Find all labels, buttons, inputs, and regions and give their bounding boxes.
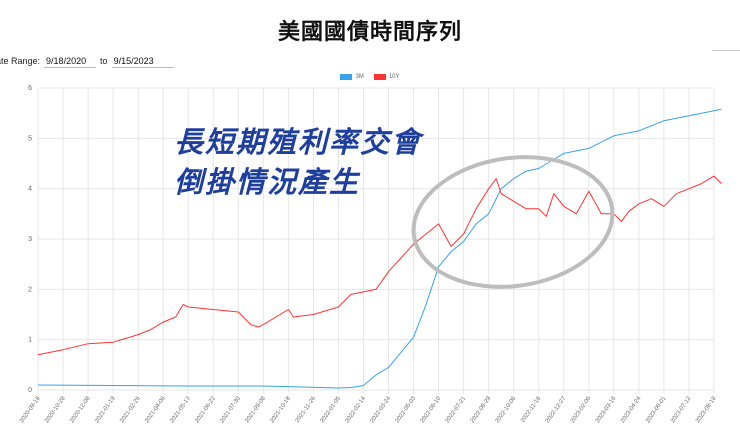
x-tick-label: 2023-02-06 [570,395,593,424]
x-tick-label: 2022-01-05 [320,395,343,424]
from-date-input[interactable] [44,54,97,68]
x-tick-label: 2022-06-10 [420,395,443,424]
y-tick-label: 4 [28,186,32,193]
chart-legend: 3M 10Y [0,74,740,80]
x-tick-label: 2020-10-28 [44,395,67,424]
header-divider [712,50,740,51]
legend-swatch-10y [373,74,386,80]
y-tick-label: 6 [28,85,32,92]
x-tick-label: 2023-07-12 [670,395,693,424]
x-tick-label: 2021-01-19 [94,395,117,424]
y-tick-label: 3 [28,236,32,243]
x-tick-label: 2021-05-13 [169,395,192,424]
x-tick-label: 2023-06-01 [645,395,668,424]
x-tick-label: 2021-10-18 [269,395,292,424]
x-tick-label: 2021-11-26 [295,395,318,424]
x-tick-label: 2020-12-08 [69,395,92,424]
x-tick-label: 2021-09-08 [244,395,267,424]
x-tick-label: 2021-06-22 [194,395,217,424]
y-tick-label: 2 [28,286,32,293]
x-tick-label: 2022-05-03 [395,395,418,424]
series-line-10y [37,175,722,356]
legend-label-3m: 3M [355,74,364,80]
x-tick-label: 2022-10-06 [495,395,518,424]
page-title: 美國國債時間序列 [277,20,462,45]
y-tick-label: 5 [28,135,32,142]
grid-lines [37,87,715,394]
x-tick-labels: 2020-09-18 2020-10-28 2020-12-08 2021-01-19… [19,395,718,424]
highlight-circle [411,155,615,289]
x-tick-label: 2023-08-18 [695,395,718,424]
x-tick-label: 2023-03-16 [595,395,618,424]
to-label: to [100,56,108,66]
x-tick-label: 2022-03-24 [370,395,393,424]
to-date-input[interactable] [111,54,174,68]
legend-item-10y[interactable]: 10Y [373,74,400,80]
date-range-label: ate Range: [0,56,41,66]
x-tick-label: 2021-02-26 [119,395,142,424]
y-tick-label: 1 [28,337,32,344]
x-tick-label: 2020-09-18 [19,395,42,424]
series-line-3m [37,108,722,389]
series-lines [37,108,722,389]
x-tick-label: 2022-12-27 [545,395,568,424]
annotation-line-2: 倒掛情況產生 [174,165,361,199]
x-tick-label: 2023-04-24 [620,395,643,424]
y-tick-label: 0 [28,387,32,394]
annotation-text: 長短期殖利率交會 倒掛情況產生 [174,122,422,202]
x-tick-label: 2021-04-06 [144,395,167,424]
x-tick-label: 2022-07-21 [445,395,468,424]
legend-swatch-3m [340,74,353,80]
legend-item-3m[interactable]: 3M [340,74,364,80]
y-tick-labels: 0 1 2 3 4 5 6 [28,85,32,394]
x-tick-label: 2021-07-30 [219,395,242,424]
x-tick-label: 2022-08-29 [470,395,493,424]
annotation-line-1: 長短期殖利率交會 [174,125,423,159]
x-tick-label: 2022-02-14 [345,395,368,424]
date-range-filter: ate Range: to [0,52,174,70]
legend-label-10y: 10Y [388,74,400,80]
x-tick-label: 2022-11-16 [520,395,543,424]
